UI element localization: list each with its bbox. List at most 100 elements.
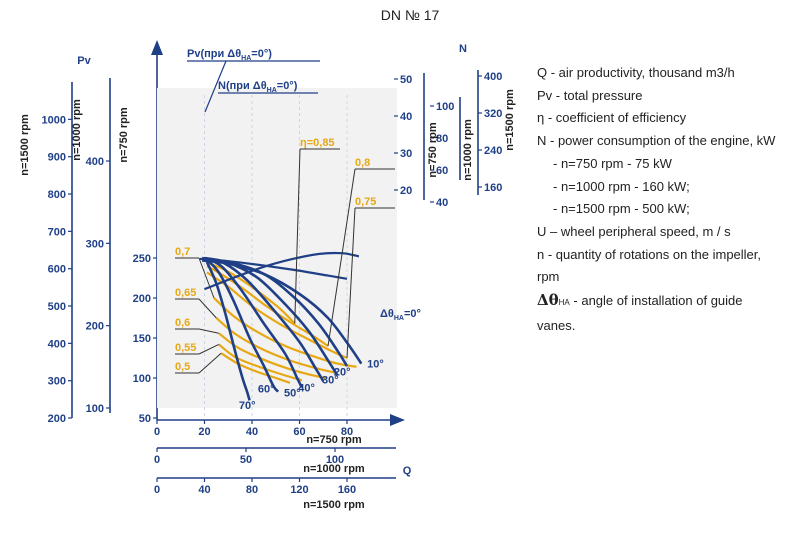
legend-item: η - coefficient of efficiency	[537, 107, 795, 130]
efficiency-label: η=0,85	[300, 137, 335, 149]
n-annotation: N(при ΔθНА=0°)	[218, 80, 318, 94]
power-axis-1000-tick-label: 100	[436, 101, 454, 113]
legend-item: Pv - total pressure	[537, 85, 795, 108]
power-axis-1000-tick-label: 80	[436, 133, 448, 145]
pressure-axis-1500-tick-label: 900	[48, 152, 66, 164]
legend-text: Pv - total pressure	[537, 87, 643, 103]
power-axis-name: N	[459, 43, 467, 55]
pressure-curve	[205, 258, 280, 393]
pressure-axis-750-tick-label: 50	[139, 413, 151, 425]
efficiency-leader-line	[198, 257, 215, 299]
efficiency-label: 0,7	[175, 246, 190, 258]
legend-item: - n=1000 rpm - 160 kW;	[537, 176, 795, 199]
pressure-axis-750-label: n=750 rpm	[118, 107, 130, 163]
pressure-axis-name: Pv	[77, 55, 91, 67]
power-axis-1500-tick-label: 400	[484, 71, 502, 83]
legend-text: n - quantity of rotations on the impelle…	[537, 246, 762, 262]
pressure-axis-1500-tick-label: 300	[48, 376, 66, 388]
efficiency-leader-line	[198, 298, 217, 319]
power-axis-1500-tick-label: 160	[484, 182, 502, 194]
pressure-axis-1500-tick-label: 600	[48, 264, 66, 276]
legend-symbol: Δθ	[537, 291, 559, 310]
flow-axis-1500-tick-label: 120	[290, 484, 308, 496]
angle-label: 10°	[367, 359, 384, 371]
plot-area	[157, 88, 397, 408]
pressure-axis-750-tick-label: 100	[133, 373, 151, 385]
n-annotation-sub: НА	[267, 87, 277, 94]
svg-text:ΔθНА=0°: ΔθНА=0°	[380, 308, 421, 322]
pressure-curve	[204, 256, 325, 382]
flow-axis-name: Q	[403, 465, 412, 477]
flow-axis-750: 0 20 40 60 80 n=750 rpm	[154, 414, 405, 446]
angle-label: 30°	[322, 375, 339, 387]
efficiency-label: 0,6	[175, 317, 190, 329]
power-axis-1500-tick-label: 240	[484, 145, 502, 157]
flow-axis-750-tick-label: 20	[198, 426, 210, 438]
efficiency-curve	[213, 297, 357, 368]
efficiency-leader-line	[198, 352, 222, 374]
n-annotation-end: =0°)	[277, 80, 298, 92]
angle-label: 70°	[239, 400, 256, 412]
flow-axis-1000: 0 50 100 n=1000 rpm Q	[154, 447, 412, 477]
flow-axis-750-tick-label: 60	[293, 426, 305, 438]
legend-text: rpm	[537, 269, 560, 285]
legend-text: - angle of installation of guide	[569, 293, 743, 309]
pressure-curve	[203, 256, 304, 389]
legend-text: vanes.	[537, 317, 576, 333]
legend-text: - n=1000 rpm - 160 kW;	[553, 178, 690, 194]
pv-annotation-end: =0°)	[251, 48, 272, 60]
efficiency-curve	[218, 343, 303, 382]
efficiency-leader-line	[294, 148, 301, 324]
angle-label: 60°	[258, 383, 275, 395]
legend-text: Q - air productivity, thousand m3/h	[537, 65, 735, 80]
efficiency-label: 0,75	[355, 196, 376, 208]
pressure-axis-1000-tick-label: 300	[86, 238, 104, 250]
flow-axis-750-tick-label: 80	[341, 426, 353, 438]
guide-vane-annotation-end: =0°	[404, 308, 421, 320]
flow-axis-1000-tick-label: 50	[240, 454, 252, 466]
power-axis-1500-label: n=1500 rpm	[504, 89, 516, 151]
flow-axis-1000-label: n=1000 rpm	[303, 463, 365, 475]
pressure-axis-1500: 200 300 400 500 600 700 800 900 1000 n=1500 rpm	[19, 82, 73, 425]
flow-axis-1000-tick-label: 100	[326, 454, 344, 466]
power-axis-750-tick-label: 20	[400, 185, 412, 197]
flow-axis-750-label: n=750 rpm	[306, 434, 362, 446]
flow-axis-750-tick-label: 40	[246, 426, 258, 438]
efficiency-curve	[206, 271, 348, 360]
chart-title: DN № 17	[381, 7, 440, 23]
power-axis-750-tick-label: 40	[400, 111, 412, 123]
angle-label: 40°	[298, 383, 315, 395]
flow-axis-1500-label: n=1500 rpm	[303, 499, 365, 511]
guide-vane-annotation: ΔθНА=0°	[380, 308, 421, 322]
pressure-axis-1000-tick-label: 100	[86, 403, 104, 415]
efficiency-leader-line	[327, 168, 356, 347]
flow-axis-750-tick-label: 0	[154, 426, 160, 438]
power-axis-1500-tick-label: 320	[484, 108, 502, 120]
efficiency-leader-line	[346, 207, 356, 359]
efficiency-curve	[220, 352, 291, 384]
curve-labels: 10° 20°30° 40°50° 60°70° η=0,85 0,8 0,75 0,7 0,6…	[175, 137, 395, 412]
legend-text: - n=1500 rpm - 500 kW;	[553, 201, 690, 217]
flow-axis-1500-tick-label: 160	[338, 484, 356, 496]
power-axis-1000: 40 60 80 100 n=750 rpm n=1000 rpm	[427, 97, 474, 209]
legend-symbol-subscript: НА	[558, 298, 570, 308]
legend-item: N - power consumption of the engine, kW	[537, 130, 795, 153]
pressure-axis-750-tick-label: 200	[133, 293, 151, 305]
power-axis-750-tick-label: 30	[400, 148, 412, 160]
svg-text:Pv(при ΔθНА=0°): Pv(при ΔθНА=0°)	[187, 48, 272, 62]
angle-label: 20°	[334, 367, 351, 379]
pv-annotation-main: Pv(при Δθ	[187, 48, 241, 60]
efficiency-leader-line	[198, 343, 219, 355]
flow-axis-1500: 0 40 80 120 160 n=1500 rpm	[154, 477, 396, 511]
legend-item: Q - air productivity, thousand m3/h	[537, 62, 795, 85]
power-axis-1500: 160 240 320 400 n=1500 rpm N	[459, 43, 516, 195]
flow-axis-1500-tick-label: 80	[246, 484, 258, 496]
efficiency-label: 0,55	[175, 342, 196, 354]
power-axis-1000-tick-label: 40	[436, 197, 448, 209]
pressure-axis-1500-tick-label: 700	[48, 226, 66, 238]
legend-item: - n=1500 rpm - 500 kW;	[537, 198, 795, 221]
power-axis-750: 20 30 40 50	[394, 73, 425, 200]
pv-envelope-curve	[199, 257, 348, 280]
legend-text: N - power consumption of the engine, kW	[537, 133, 776, 149]
angle-label: 50°	[284, 387, 301, 399]
